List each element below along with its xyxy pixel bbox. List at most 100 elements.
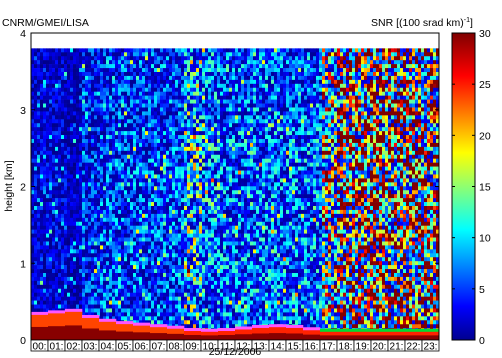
heatmap-cell xyxy=(184,83,188,89)
heatmap-cell xyxy=(175,48,179,53)
heatmap-cell xyxy=(106,229,110,234)
heatmap-cell xyxy=(142,304,146,309)
heatmap-cell xyxy=(199,221,203,226)
heatmap-cell xyxy=(196,194,200,199)
heatmap-cell xyxy=(151,312,155,317)
heatmap-cell xyxy=(223,308,227,313)
heatmap-cell xyxy=(130,233,134,238)
heatmap-cell xyxy=(190,91,194,96)
heatmap-cell xyxy=(178,182,182,187)
heatmap-cell xyxy=(43,300,47,305)
heatmap-cell xyxy=(73,91,77,96)
heatmap-cell xyxy=(121,146,125,152)
heatmap-cell xyxy=(49,75,53,81)
heatmap-cell xyxy=(172,225,176,230)
heatmap-cell xyxy=(232,150,236,156)
heatmap-cell xyxy=(151,158,155,163)
heatmap-cell xyxy=(79,68,83,73)
heatmap-cell xyxy=(31,249,35,254)
heatmap-cell xyxy=(145,72,149,77)
heatmap-cell xyxy=(46,64,50,69)
heatmap-cell xyxy=(154,265,158,270)
heatmap-cell xyxy=(91,95,95,100)
heatmap-cell xyxy=(82,276,86,282)
heatmap-cell xyxy=(160,300,164,305)
heatmap-cell xyxy=(103,115,107,120)
heatmap-cell xyxy=(148,217,152,223)
heatmap-cell xyxy=(49,150,53,156)
heatmap-cell xyxy=(64,64,68,69)
heatmap-cell xyxy=(31,127,35,132)
heatmap-cell xyxy=(217,178,221,183)
heatmap-cell xyxy=(64,178,68,183)
heatmap-cell xyxy=(91,170,95,175)
heatmap-cell xyxy=(157,91,161,96)
heatmap-cell xyxy=(151,83,155,89)
heatmap-cell xyxy=(67,198,71,203)
heatmap-cell xyxy=(118,154,122,159)
heatmap-cell xyxy=(196,56,200,61)
heatmap-cell xyxy=(211,166,215,171)
heatmap-cell xyxy=(118,91,122,96)
heatmap-cell xyxy=(202,265,206,270)
heatmap-cell xyxy=(109,158,113,163)
heatmap-cell xyxy=(193,249,197,254)
heatmap-cell xyxy=(124,158,128,163)
heatmap-cell xyxy=(55,217,59,223)
heatmap-cell xyxy=(226,158,230,163)
heatmap-cell xyxy=(190,320,194,325)
heatmap-cell xyxy=(148,265,152,270)
heatmap-cell xyxy=(187,64,191,69)
heatmap-cell xyxy=(37,249,41,254)
heatmap-cell xyxy=(172,280,176,286)
heatmap-cell xyxy=(169,182,173,187)
heatmap-cell xyxy=(169,95,173,100)
heatmap-cell xyxy=(136,103,140,108)
heatmap-cell xyxy=(157,72,161,77)
heatmap-cell xyxy=(166,99,170,104)
heatmap-cell xyxy=(121,206,125,211)
heatmap-cell xyxy=(178,237,182,242)
heatmap-cell xyxy=(115,280,119,286)
heatmap-cell xyxy=(127,308,131,313)
heatmap-cell xyxy=(103,91,107,96)
heatmap-cell xyxy=(214,48,218,53)
heatmap-cell xyxy=(34,95,38,100)
heatmap-cell xyxy=(160,249,164,254)
heatmap-cell xyxy=(67,48,71,53)
heatmap-cell xyxy=(220,241,224,246)
heatmap-cell xyxy=(124,142,128,148)
heatmap-cell xyxy=(67,182,71,187)
heatmap-cell xyxy=(202,64,206,69)
heatmap-cell xyxy=(61,225,65,230)
heatmap-cell xyxy=(202,312,206,317)
heatmap-cell xyxy=(148,154,152,159)
heatmap-cell xyxy=(121,127,125,132)
heatmap-cell xyxy=(154,190,158,195)
heatmap-cell xyxy=(190,300,194,305)
heatmap-cell xyxy=(220,87,224,92)
heatmap-cell xyxy=(187,225,191,230)
heatmap-cell xyxy=(103,170,107,175)
heatmap-cell xyxy=(142,233,146,238)
heatmap-cell xyxy=(226,261,230,266)
heatmap-cell xyxy=(172,292,176,297)
heatmap-cell xyxy=(166,225,170,230)
heatmap-cell xyxy=(55,233,59,238)
heatmap-cell xyxy=(229,284,233,290)
heatmap-cell xyxy=(112,75,116,81)
heatmap-cell xyxy=(46,162,50,167)
heatmap-cell xyxy=(172,320,176,325)
heatmap-cell xyxy=(232,48,236,53)
heatmap-cell xyxy=(229,209,233,215)
heatmap-cell xyxy=(43,229,47,234)
heatmap-cell xyxy=(97,284,101,290)
heatmap-cell xyxy=(106,111,110,116)
heatmap-cell xyxy=(223,276,227,282)
heatmap-cell xyxy=(85,209,89,215)
heatmap-cell xyxy=(145,158,149,163)
heatmap-cell xyxy=(97,154,101,159)
heatmap-cell xyxy=(148,72,152,77)
heatmap-cell xyxy=(181,186,185,191)
heatmap-cell xyxy=(115,284,119,290)
